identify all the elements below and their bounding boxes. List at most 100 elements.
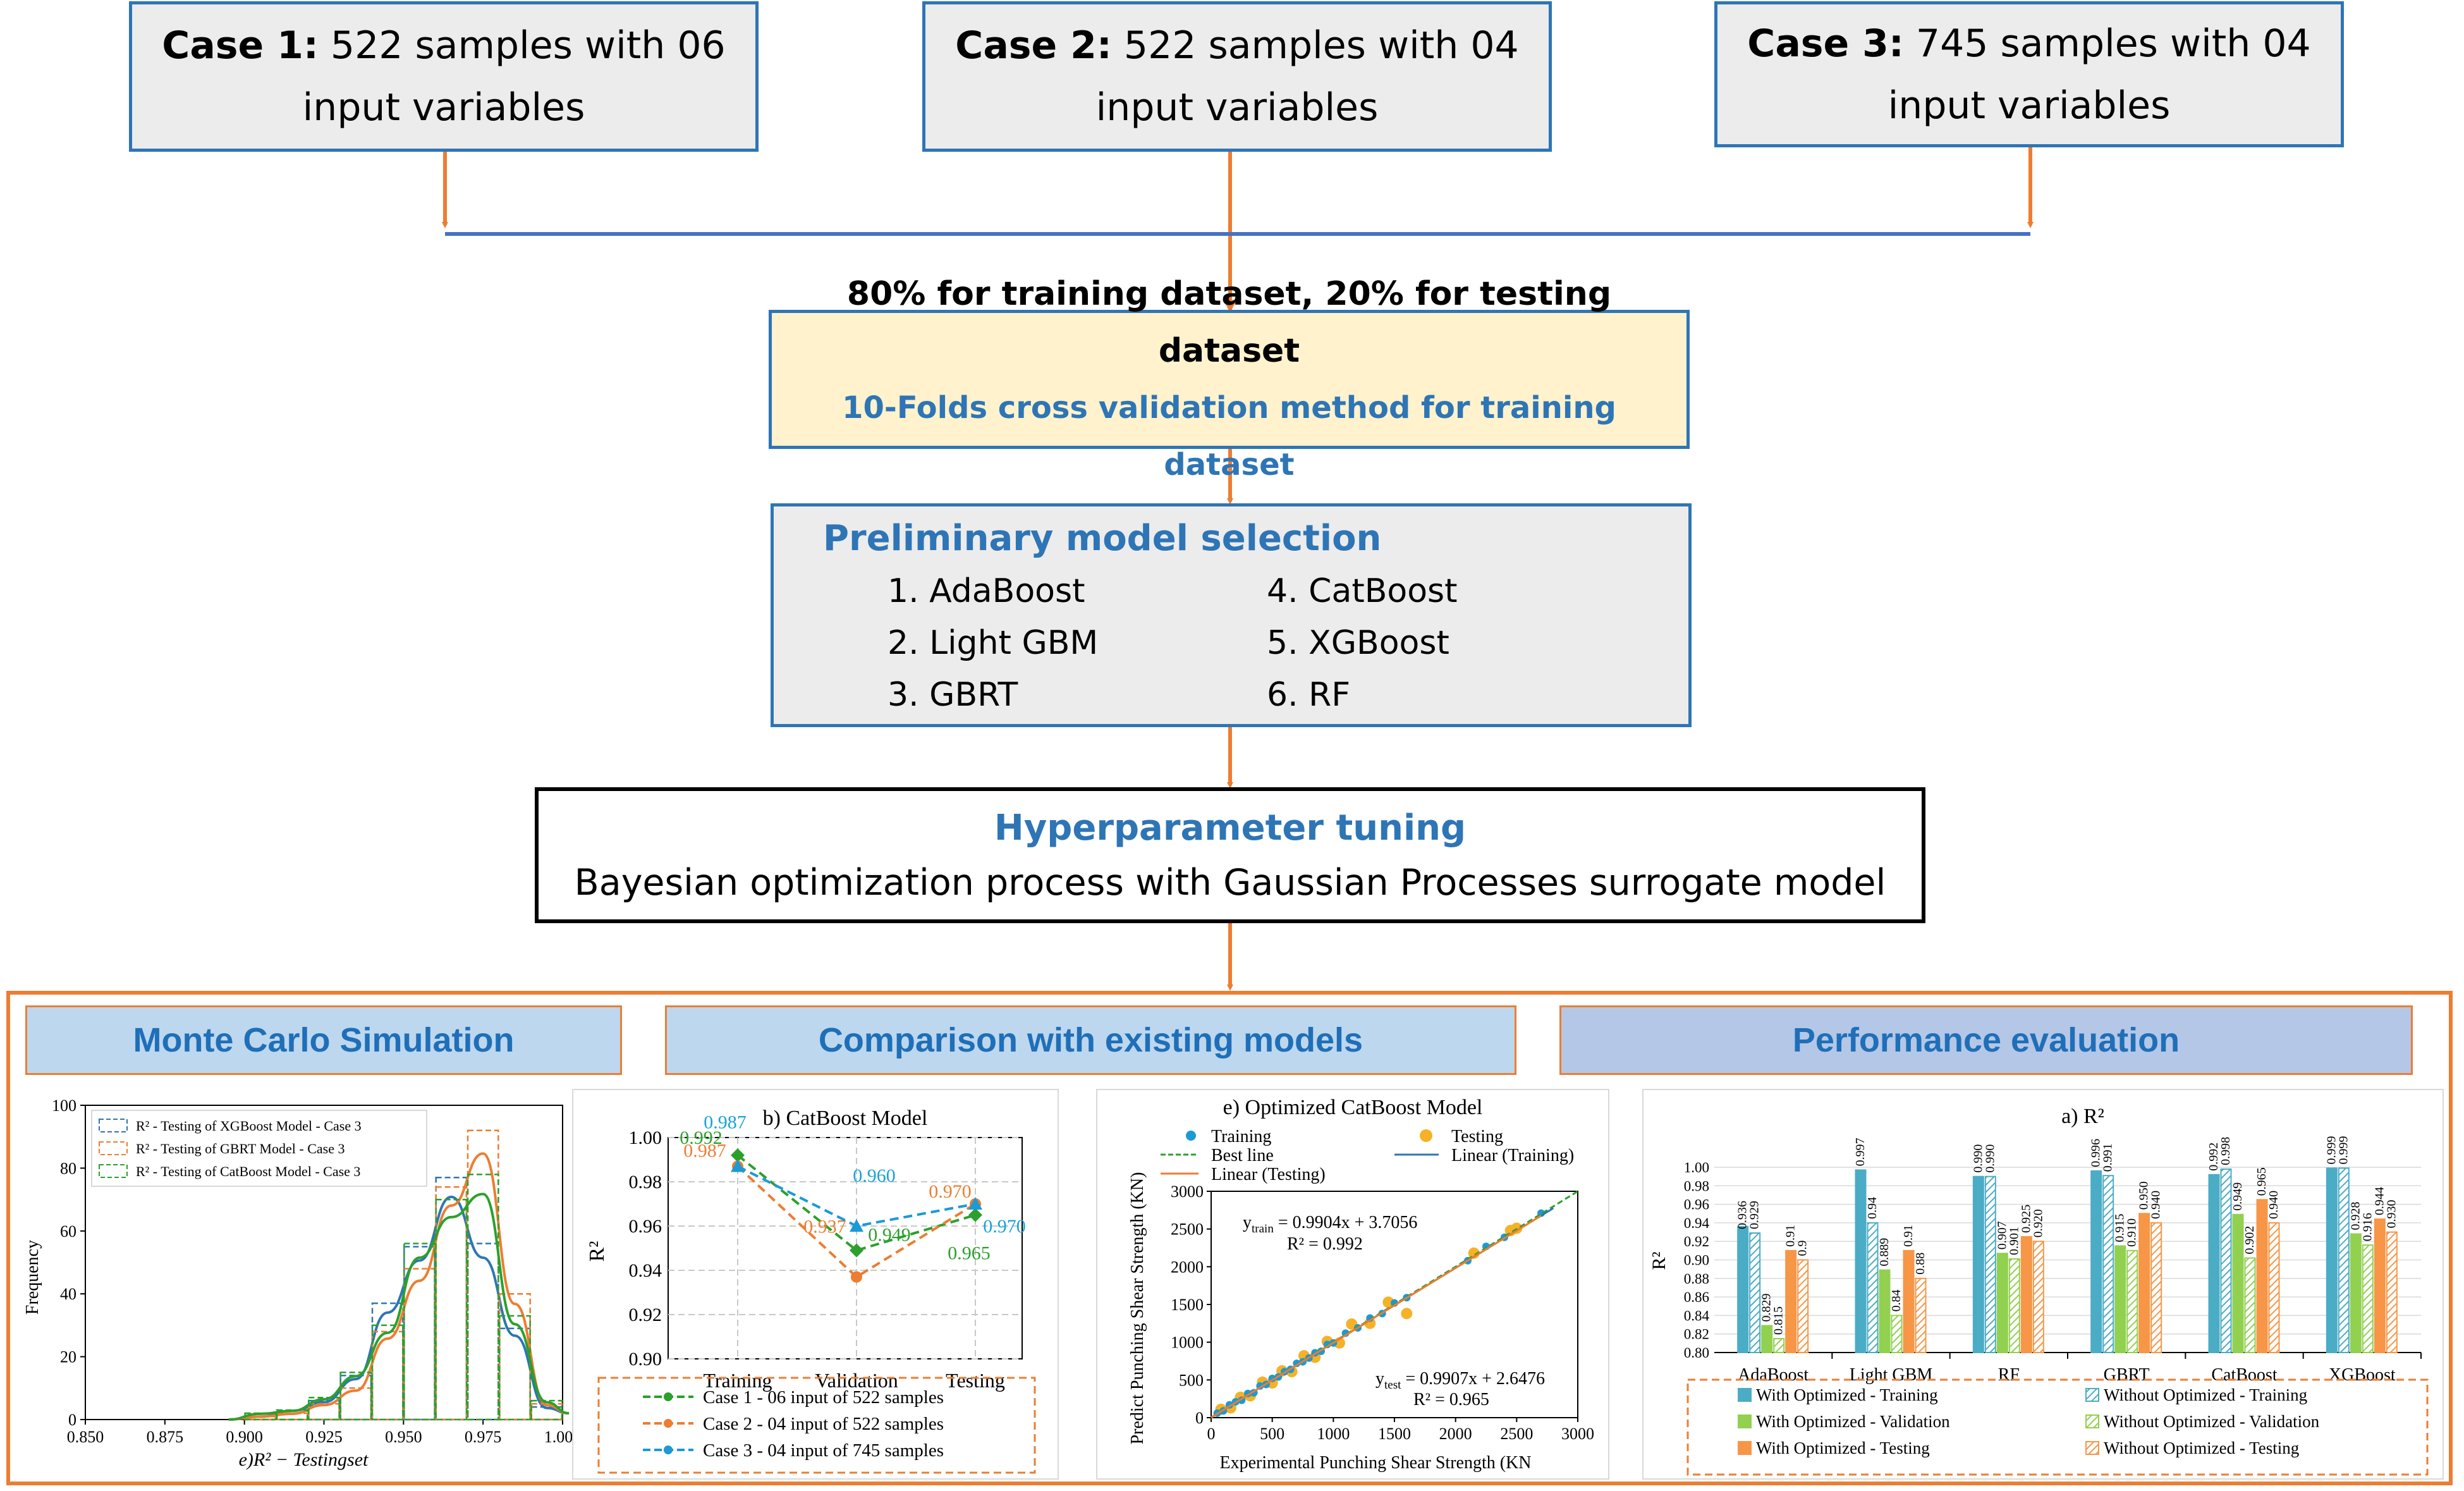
case3-line2: input variables [1888,83,2171,128]
hist-ytick-label: 100 [52,1096,76,1115]
scatter-train-r2: R² = 0.992 [1287,1234,1363,1254]
bar-legend-label: With Optimized - Training [1756,1385,1938,1404]
line-ytick-label: 0.94 [629,1260,662,1281]
scatter-chart: e) Optimized CatBoost Model Training Testi… [1128,1096,1594,1473]
performance-bar-panel: a) R² 0.80 0.82 0.84 0.86 0.88 0.90 0.92 0.94 0.9… [1642,1089,2444,1480]
line-chart: b) CatBoost Model 0.90 0.92 0.94 0.96 0.98 1.0… [585,1107,1036,1474]
line-legend-box [597,1377,1036,1474]
hist-density-gbrt [228,1152,570,1421]
bar-value-label: 0.916 [2360,1213,2374,1241]
bar-with-optimized-validation [1996,1253,2008,1353]
bar-value-label: 0.91 [1901,1225,1915,1247]
line-data-label: 0.965 [948,1243,991,1264]
hist-legend-label: R² - Testing of XGBoost Model - Case 3 [136,1118,362,1134]
line-legend-marker [664,1392,673,1401]
bar-without-optimized-validation [2362,1244,2374,1353]
bar-value-label: 0.965 [2255,1167,2269,1196]
case1-label: Case 1: [162,23,319,68]
line-series-2 [736,1165,977,1279]
line-ytick-label: 1.00 [629,1127,662,1148]
hist-legend-swatch [99,1141,128,1155]
bar-legend-label: Without Optimized - Testing [2104,1439,2299,1457]
scatter-ytick-label: 2500 [1171,1220,1204,1239]
hist-bar-catboost [467,1174,499,1421]
hist-bar-catboost [435,1198,468,1421]
line-data-label: 0.992 [680,1127,723,1148]
bar-ytick-label: 0.96 [1684,1197,1709,1213]
hist-legend-label: R² - Testing of GBRT Model - Case 3 [136,1141,345,1157]
line-title: b) CatBoost Model [763,1107,928,1130]
scatter-xtick-label: 3000 [1561,1425,1594,1443]
performance-header: Performance evaluation [1559,1005,2413,1075]
line-xtick-label: Validation [815,1369,898,1392]
scatter-panel: e) Optimized CatBoost Model Training Testi… [1096,1089,1609,1480]
hist-xtick-label: 0.900 [226,1428,263,1446]
hist-xtick-label: 0.850 [67,1428,104,1446]
line-point [731,1159,745,1172]
scatter-ylabel: Predict Punching Shear Strength (KN) [1128,1172,1147,1445]
bar-ytick-label: 0.94 [1684,1215,1710,1231]
bar-value-label: 0.950 [2137,1181,2151,1210]
split-ratio-text: 80% for training dataset, 20% for testin… [846,275,1612,370]
bar-title: a) R² [2061,1105,2104,1128]
bar-value-label: 0.91 [1784,1225,1798,1247]
bar-value-label: 0.94 [1865,1197,1879,1219]
bar-with-optimized-validation [2232,1213,2244,1353]
bar-chart: a) R² 0.80 0.82 0.84 0.86 0.88 0.90 0.92 0.94 0.9… [1649,1105,2429,1476]
bar-category-label: CatBoost [2211,1365,2277,1385]
line-data-label: 0.970 [929,1181,972,1202]
hyperparameter-box: Hyperparameter tuning Bayesian optimizat… [535,787,1925,923]
scatter-test-r2: R² = 0.965 [1413,1390,1489,1409]
case3-line1: 745 samples with 04 [1915,21,2311,66]
bar-with-optimized-training [1855,1169,1867,1354]
line-ytick-label: 0.96 [629,1216,662,1237]
line-legend-label: Case 3 - 04 input of 745 samples [703,1440,944,1461]
line-ylabel: R² [585,1241,609,1262]
bar-value-label: 0.901 [2007,1227,2021,1255]
bar-without-optimized-testing [2268,1222,2280,1353]
bar-with-optimized-testing [2374,1218,2386,1353]
bar-without-optimized-testing [1797,1259,1809,1353]
bar-ytick-label: 0.86 [1684,1289,1709,1305]
line-point [968,1197,982,1210]
hist-density-catboost [228,1193,570,1421]
bar-ytick-label: 0.92 [1684,1234,1709,1249]
bar-value-label: 0.940 [2267,1191,2281,1219]
bar-ytick-label: 0.80 [1684,1345,1709,1361]
catboost-line-panel: b) CatBoost Model 0.90 0.92 0.94 0.96 0.98 1.0… [572,1089,1059,1480]
bar-with-optimized-training [2208,1174,2220,1353]
bar-value-label: 0.998 [2219,1137,2233,1165]
bar-without-optimized-training [1984,1175,1996,1353]
scatter-ytick-label: 3000 [1171,1182,1204,1201]
hist-ylabel: Frequency [23,1240,42,1315]
hist-bar-gbrt [499,1292,531,1421]
bar-without-optimized-validation [1773,1338,1785,1353]
bar-value-label: 0.940 [2149,1191,2163,1219]
model-item-rf: 6. RF [1267,676,1351,714]
scatter-xtick-label: 1000 [1317,1425,1350,1443]
bar-legend-swatch [1738,1388,1752,1402]
bar-value-label: 0.929 [1748,1201,1762,1229]
bar-value-label: 0.9 [1796,1241,1810,1256]
scatter-ytick-label: 1000 [1171,1334,1204,1352]
scatter-xtick-label: 500 [1260,1425,1284,1443]
hist-xlabel: e)R² − Testingset [239,1449,369,1470]
bar-category-label: XGBoost [2329,1365,2396,1385]
bar-value-label: 0.930 [2384,1200,2398,1229]
scatter-xtick-label: 0 [1207,1425,1216,1443]
hist-xtick-label: 0.950 [385,1428,422,1446]
bar-ylabel: R² [1649,1251,1669,1270]
bar-value-label: 0.928 [2348,1201,2362,1230]
bar-value-label: 0.910 [2125,1218,2139,1247]
bar-with-optimized-testing [2020,1236,2032,1353]
line-legend-marker [664,1445,673,1454]
case1-line1: 522 samples with 06 [330,23,726,68]
bar-legend-swatch [1738,1441,1752,1455]
scatter-title: e) Optimized CatBoost Model [1223,1096,1483,1119]
bar-without-optimized-training [1749,1232,1761,1353]
bar-without-optimized-training [2102,1175,2114,1353]
scatter-ytick-label: 0 [1195,1409,1204,1427]
case1-box: Case 1: 522 samples with 06 input variab… [129,1,759,152]
comparison-header: Comparison with existing models [665,1005,1516,1075]
scatter-legend-label: Training [1211,1127,1271,1146]
